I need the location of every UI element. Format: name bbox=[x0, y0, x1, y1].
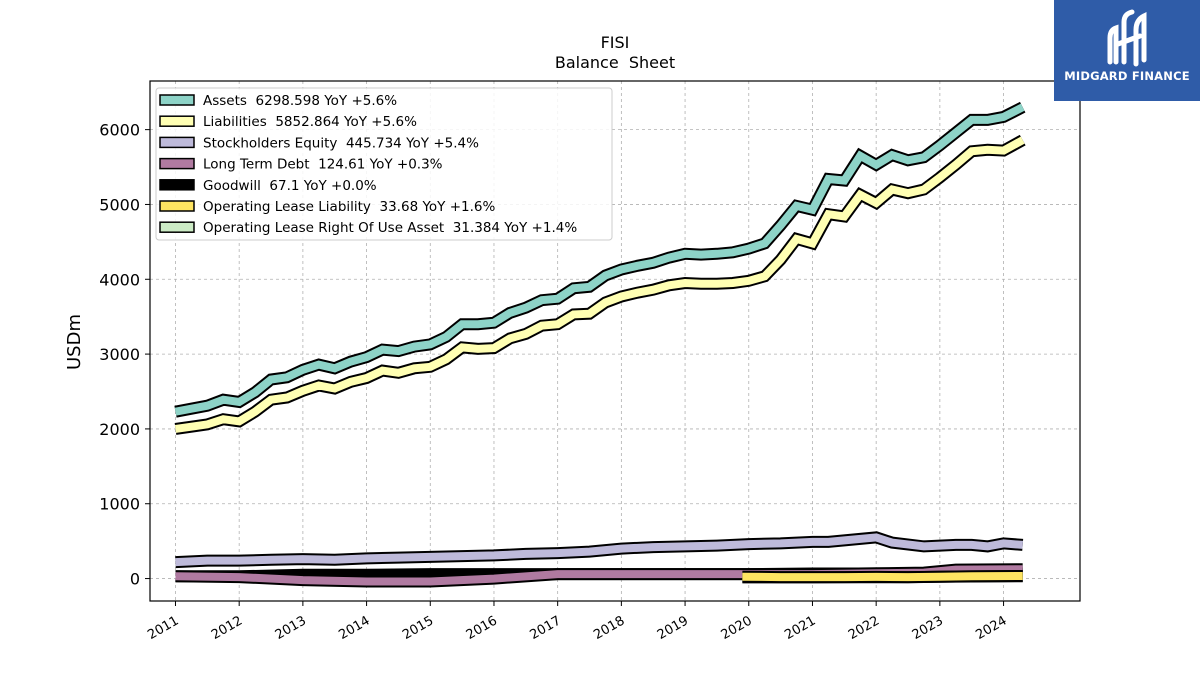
legend-label: Goodwill 67.1 YoY +0.0% bbox=[203, 178, 377, 194]
x-tick-label: 2014 bbox=[336, 613, 372, 643]
legend-item: Liabilities 5852.864 YoY +5.6% bbox=[159, 114, 417, 130]
series-line bbox=[174, 103, 1025, 416]
x-tick-label: 2011 bbox=[145, 613, 181, 643]
series-line bbox=[174, 136, 1025, 433]
chart-subtitle: Balance Sheet bbox=[555, 53, 675, 72]
legend-swatch bbox=[159, 179, 195, 191]
y-tick-label: 6000 bbox=[99, 121, 140, 140]
legend-item: Long Term Debt 124.61 YoY +0.3% bbox=[159, 157, 443, 173]
legend-swatch bbox=[159, 115, 195, 127]
legend-box bbox=[155, 87, 613, 241]
x-tick-label: 2013 bbox=[273, 613, 309, 643]
x-tick-label: 2020 bbox=[719, 613, 755, 643]
x-tick-label: 2019 bbox=[655, 613, 691, 643]
legend-item: Operating Lease Right Of Use Asset 31.38… bbox=[159, 220, 577, 236]
legend-swatch bbox=[159, 200, 195, 212]
legend-swatch bbox=[159, 94, 195, 106]
legend-item: Stockholders Equity 445.734 YoY +5.4% bbox=[159, 135, 479, 151]
legend-label: Long Term Debt 124.61 YoY +0.3% bbox=[203, 157, 443, 173]
y-tick-label: 5000 bbox=[99, 195, 140, 214]
series-group bbox=[174, 101, 1026, 588]
x-tick-label: 2024 bbox=[973, 613, 1009, 643]
y-tick-label: 1000 bbox=[99, 495, 140, 514]
y-tick-label: 4000 bbox=[99, 270, 140, 289]
legend-swatch bbox=[159, 136, 195, 149]
legend: Assets 6298.598 YoY +5.6% Liabilities 585… bbox=[155, 87, 613, 241]
legend-label: Operating Lease Liability 33.68 YoY +1.6… bbox=[203, 199, 495, 215]
x-tick-label: 2022 bbox=[846, 613, 882, 643]
x-axis: 2011 2012 2013 2014 2015 2016 2017 2018 2019 2020… bbox=[145, 601, 1010, 643]
legend-item: Operating Lease Liability 33.68 YoY +1.6… bbox=[159, 199, 495, 215]
series-line bbox=[742, 572, 1023, 582]
legend-label: Assets 6298.598 YoY +5.6% bbox=[203, 93, 397, 109]
y-axis-label: USDm bbox=[64, 314, 85, 370]
legend-item: Goodwill 67.1 YoY +0.0% bbox=[159, 178, 377, 194]
x-tick-label: 2012 bbox=[209, 613, 245, 643]
x-tick-label: 2015 bbox=[400, 613, 436, 643]
legend-swatch bbox=[159, 221, 195, 233]
plot-frame bbox=[149, 80, 1081, 602]
legend-label: Stockholders Equity 445.734 YoY +5.4% bbox=[203, 135, 479, 151]
brand-name: MIDGARD FINANCE bbox=[1064, 69, 1190, 83]
series-operating-lease-liability bbox=[742, 570, 1023, 584]
chart-title: FISI bbox=[601, 33, 630, 52]
x-tick-label: 2017 bbox=[528, 613, 564, 643]
series-stockholders-equity bbox=[175, 531, 1024, 569]
series-assets bbox=[174, 101, 1026, 418]
x-tick-label: 2021 bbox=[782, 613, 818, 643]
series-liabilities bbox=[174, 134, 1026, 435]
y-axis: 0 1000 2000 3000 4000 5000 6000 bbox=[99, 121, 150, 589]
logo-mark-icon bbox=[1054, 0, 1200, 101]
y-tick-label: 3000 bbox=[99, 345, 140, 364]
legend-label: Operating Lease Right Of Use Asset 31.38… bbox=[203, 220, 577, 236]
legend-item: Assets 6298.598 YoY +5.6% bbox=[159, 93, 397, 109]
brand-logo: MIDGARD FINANCE bbox=[1054, 0, 1200, 101]
x-tick-label: 2016 bbox=[464, 613, 500, 643]
y-tick-label: 2000 bbox=[99, 420, 140, 439]
legend-swatch bbox=[159, 157, 195, 170]
y-tick-label: 0 bbox=[130, 570, 140, 589]
legend-label: Liabilities 5852.864 YoY +5.6% bbox=[203, 114, 417, 130]
x-tick-label: 2018 bbox=[591, 613, 627, 643]
series-line bbox=[175, 533, 1024, 567]
x-tick-label: 2023 bbox=[910, 613, 946, 643]
